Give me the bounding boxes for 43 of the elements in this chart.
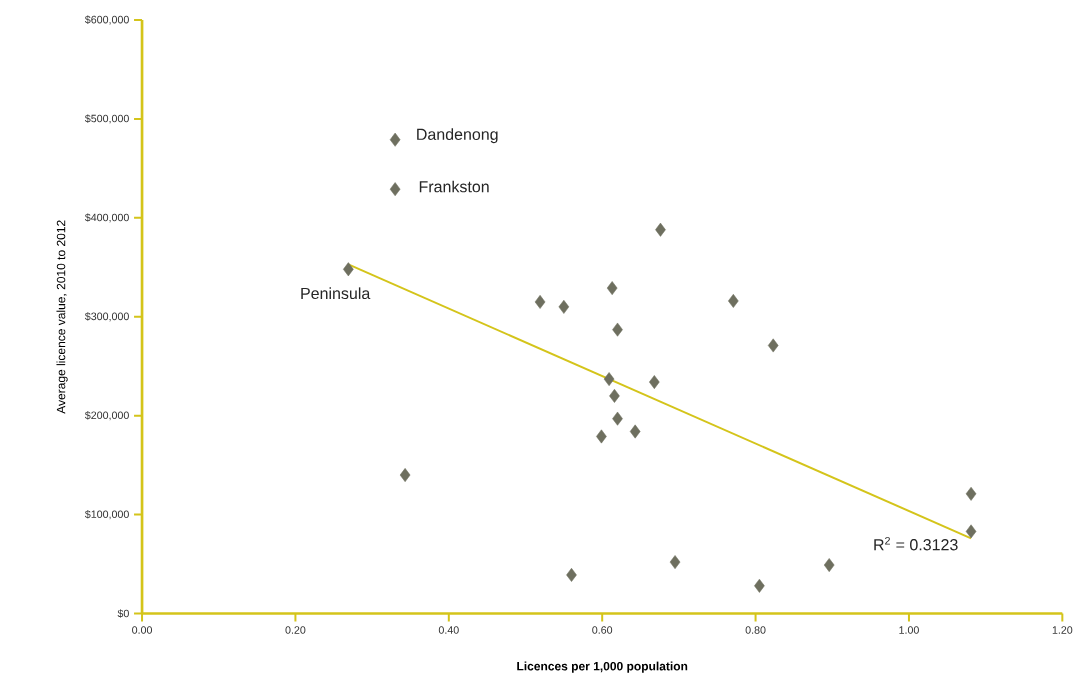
point: [754, 579, 765, 593]
point: [389, 182, 401, 197]
x-tick-label: 0.60: [592, 626, 613, 635]
x-tick-label: 0.00: [132, 626, 153, 635]
y-tick-label: $100,000: [84, 510, 129, 520]
point: [603, 372, 615, 387]
point: [965, 524, 977, 539]
x-axis-title: Licences per 1,000 population: [517, 661, 688, 674]
point: [612, 411, 623, 426]
point: [399, 468, 411, 483]
y-axis-title: Average licence value, 2010 to 2012: [56, 220, 68, 414]
point: [612, 322, 623, 337]
y-tick-label: $400,000: [84, 213, 129, 223]
y-tick-label: $300,000: [84, 312, 129, 322]
point: [669, 555, 681, 570]
y-tick-label: $600,000: [84, 15, 129, 25]
x-tick-label: 1.20: [1052, 626, 1073, 635]
point: [566, 568, 577, 583]
point: [649, 375, 660, 390]
point: [558, 300, 570, 315]
point: [823, 558, 835, 573]
point: [965, 487, 977, 501]
x-tick-label: 0.40: [438, 626, 459, 635]
point: [728, 294, 739, 309]
point: [596, 429, 607, 444]
x-tick-label: 0.80: [745, 626, 766, 635]
point: [655, 223, 666, 237]
x-tick-label: 0.20: [285, 626, 306, 635]
y-tick-label: $200,000: [84, 411, 129, 421]
annotation: Dandenong: [417, 128, 498, 144]
y-tick-label: $0: [117, 609, 129, 619]
point: [767, 338, 779, 353]
annotation: Peninsula: [301, 287, 371, 300]
y-tick-label: $500,000: [84, 114, 129, 124]
point: [534, 295, 546, 310]
point: [389, 132, 401, 147]
point: [629, 424, 641, 439]
x-tick-label: 1.00: [899, 626, 919, 635]
point: [609, 389, 620, 404]
point: [343, 262, 354, 277]
annotation: Frankston: [419, 180, 489, 193]
annotation: R$^{2}$ = 0.3123: [874, 537, 958, 551]
point: [606, 281, 618, 296]
